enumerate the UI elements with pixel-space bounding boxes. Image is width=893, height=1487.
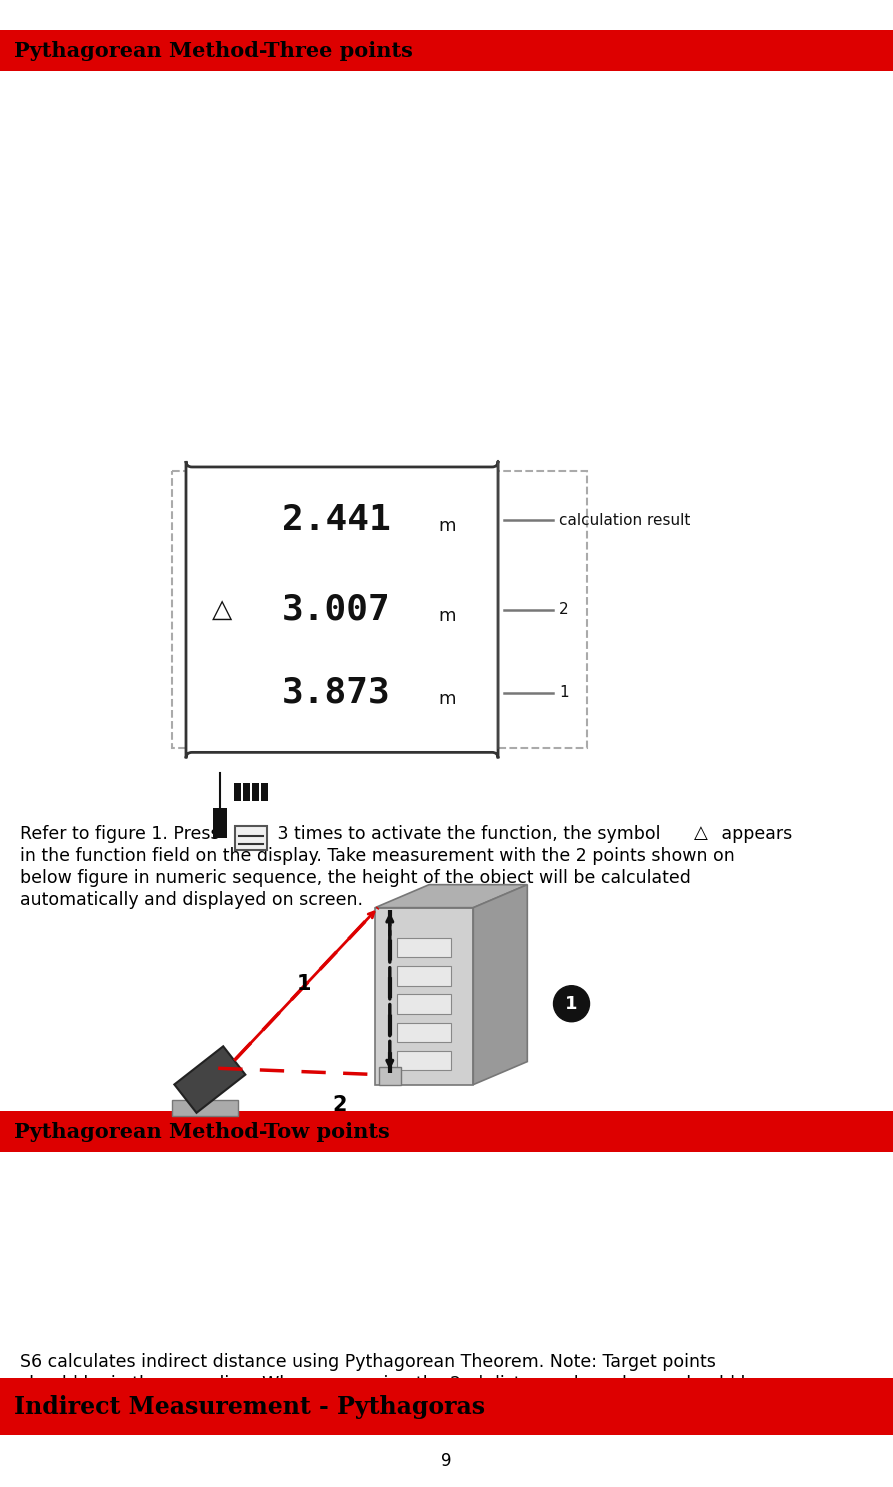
Bar [375,907,473,1084]
Text: 1: 1 [296,974,311,993]
Text: 3 times to activate the function, the symbol: 3 times to activate the function, the sy… [272,825,661,843]
Circle shape [554,986,589,1022]
Text: 2.441: 2.441 [281,504,390,537]
Bar [396,938,451,958]
Text: m: m [438,607,455,625]
Text: Indirect Measurement - Pythagoras: Indirect Measurement - Pythagoras [14,1395,485,1419]
Bar [243,784,250,801]
Bar [252,784,259,801]
Text: calculation result: calculation result [559,513,690,528]
Text: 9: 9 [441,1451,452,1471]
Text: 2: 2 [332,1094,346,1115]
Text: m: m [438,690,455,708]
Polygon shape [473,885,527,1084]
Bar [261,784,268,801]
Text: 2: 2 [559,602,569,617]
Bar [0,30,893,71]
Bar [396,995,451,1014]
Bar [235,827,267,851]
Bar [379,1066,401,1084]
Polygon shape [375,885,527,907]
Text: m: m [438,517,455,535]
Text: appears: appears [716,825,792,843]
Text: below figure in numeric sequence, the height of the object will be calculated: below figure in numeric sequence, the he… [20,870,691,888]
Bar [0,1111,893,1152]
Text: Refer to figure 1. Press: Refer to figure 1. Press [20,825,220,843]
Text: Pythagorean Method-Three points: Pythagorean Method-Three points [14,40,413,61]
Text: should be in the same line. When measuring the 2nd distance, laser beam should b: should be in the same line. When measuri… [20,1375,763,1393]
Text: △: △ [212,596,232,623]
Text: △: △ [694,824,708,842]
Text: 3.873: 3.873 [281,677,390,709]
FancyBboxPatch shape [186,461,498,758]
Text: in the function field on the display. Take measurement with the 2 points shown o: in the function field on the display. Ta… [20,848,735,865]
Text: 1: 1 [559,686,569,700]
Bar [396,967,451,986]
Polygon shape [174,1047,246,1112]
Text: right-angled to the line.: right-angled to the line. [20,1398,227,1416]
Bar [213,809,227,839]
Text: Pythagorean Method-Tow points: Pythagorean Method-Tow points [14,1121,389,1142]
Polygon shape [171,1099,238,1115]
Text: 3.007: 3.007 [281,593,390,626]
Bar [396,1023,451,1042]
Bar [0,1378,893,1435]
Bar [234,784,241,801]
Text: S6 calculates indirect distance using Pythagorean Theorem. Note: Target points: S6 calculates indirect distance using Py… [20,1353,716,1371]
Text: 1: 1 [565,995,578,1013]
Text: automatically and displayed on screen.: automatically and displayed on screen. [20,891,363,909]
Bar [396,1051,451,1071]
Bar [172,471,587,748]
